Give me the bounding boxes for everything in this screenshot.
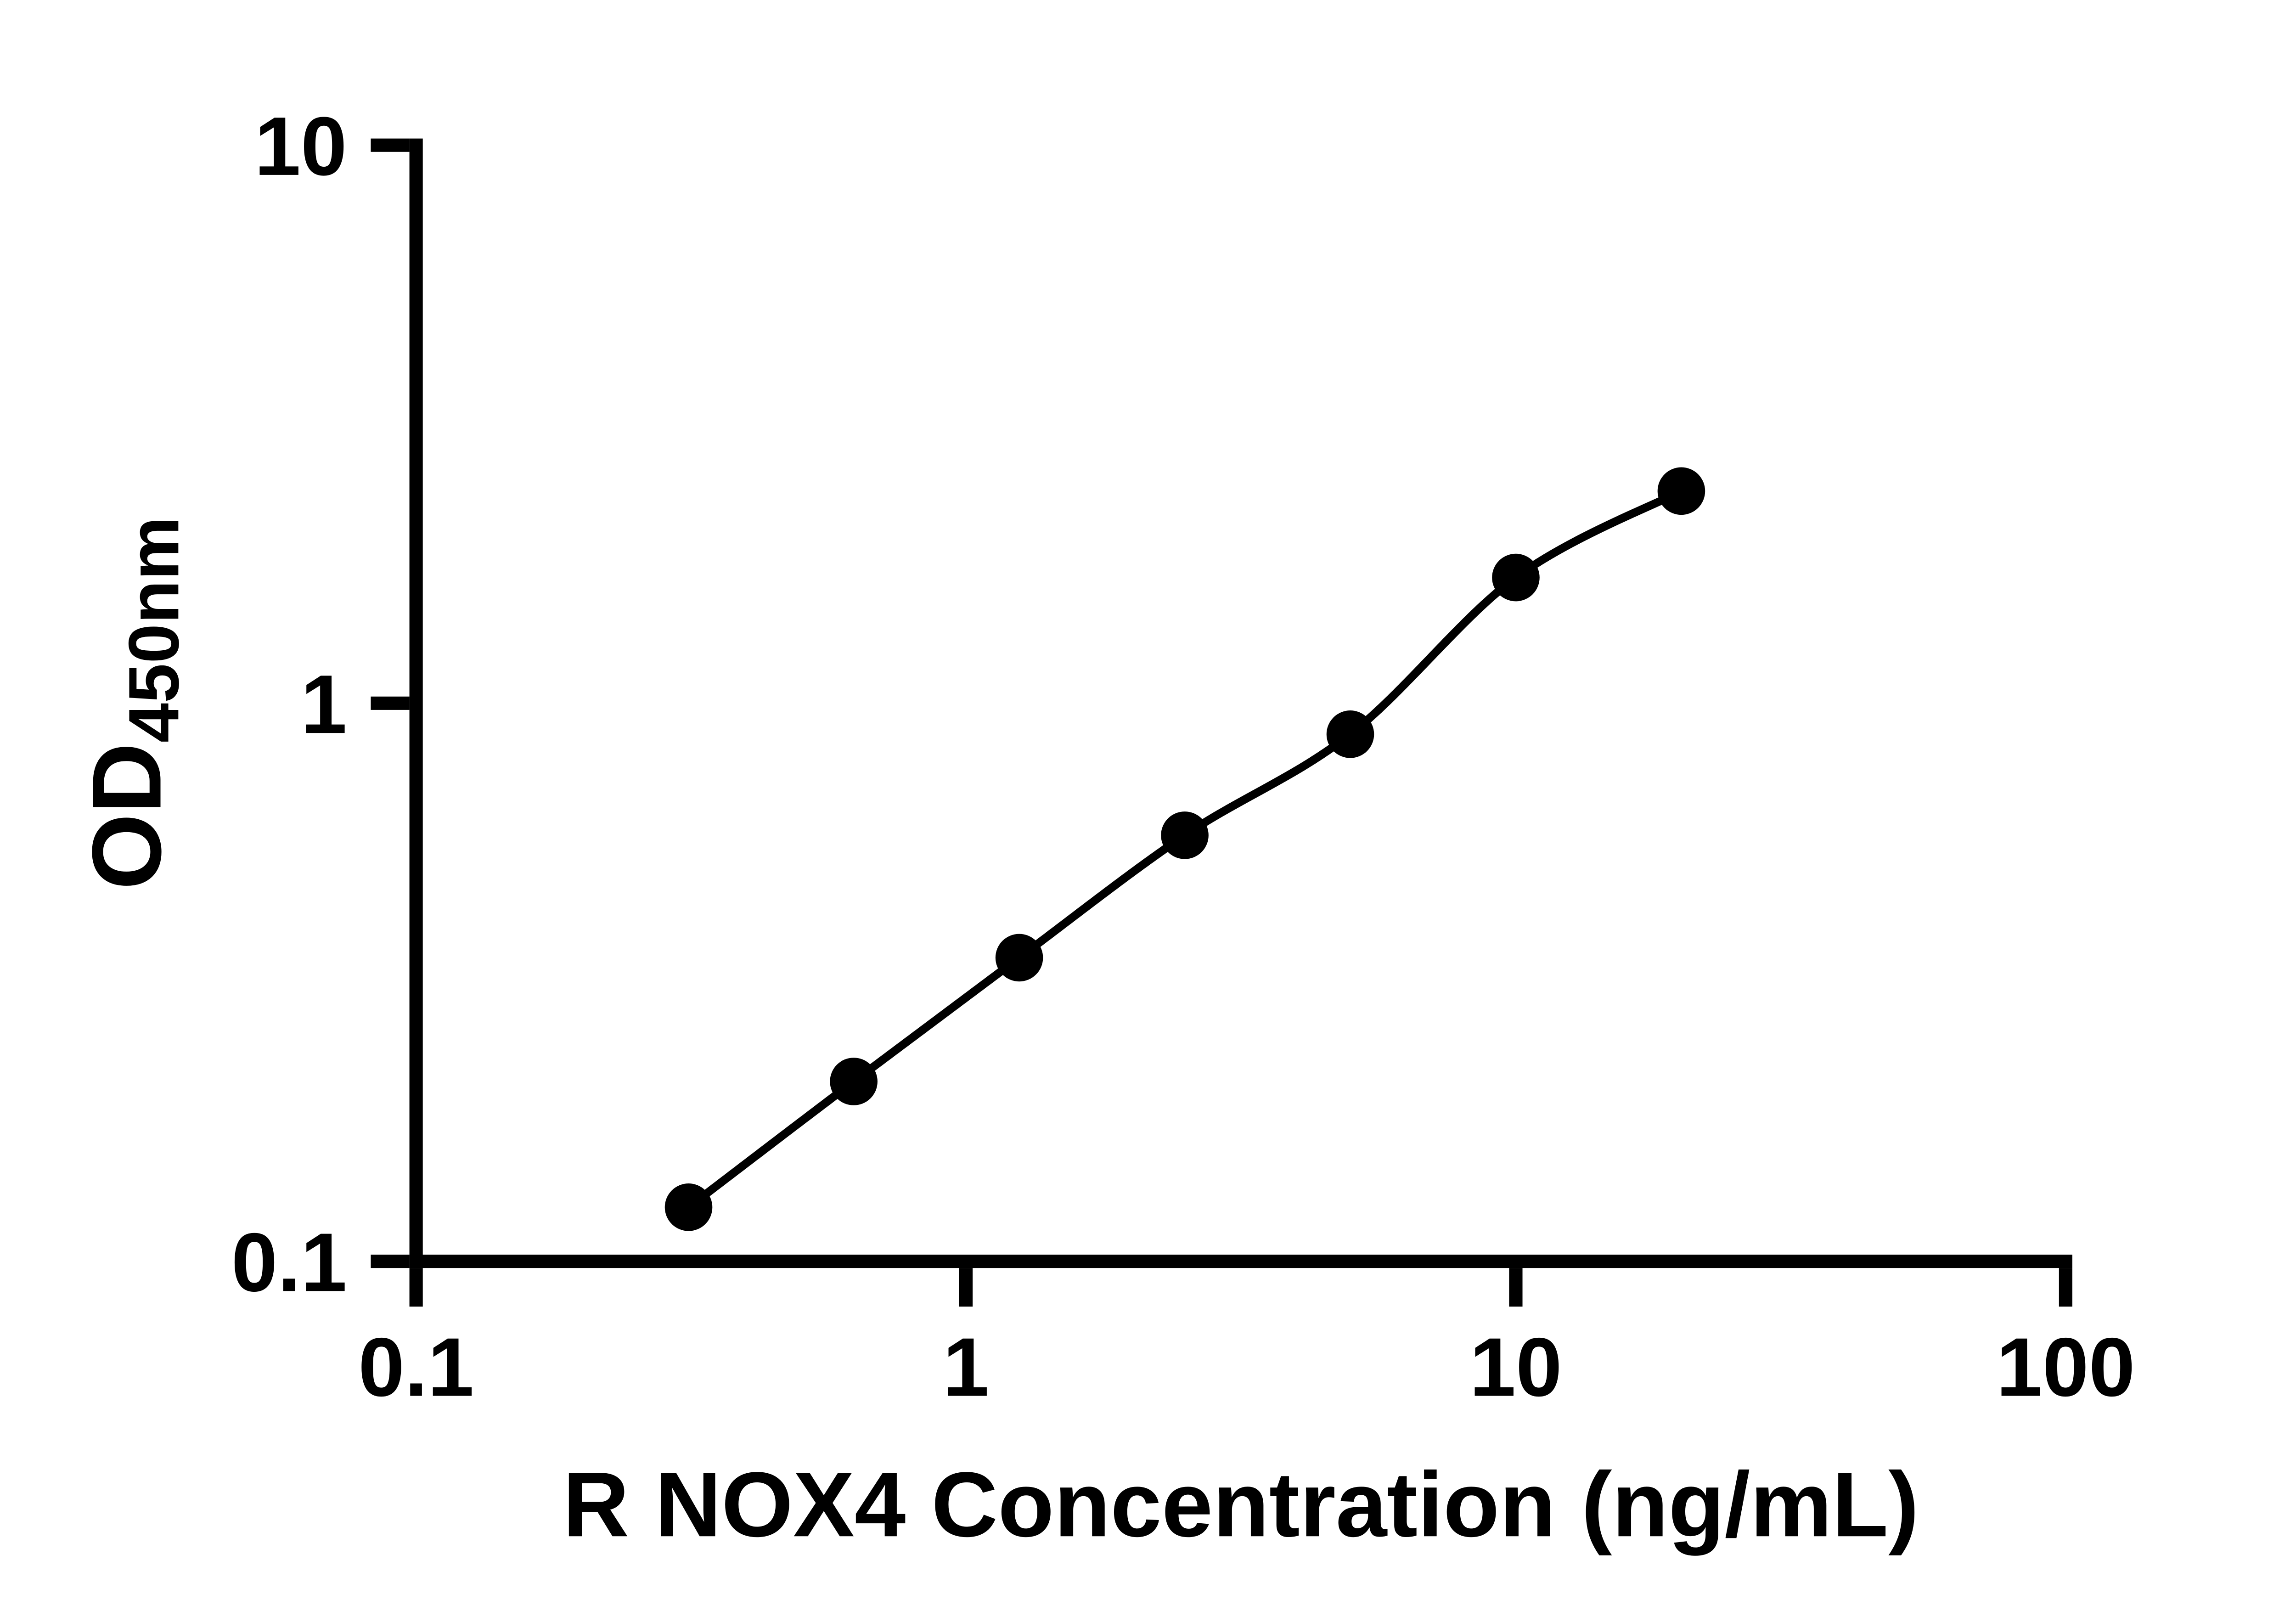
data-point [1161,811,1209,859]
y-tick-label: 10 [254,100,347,193]
data-point [664,1183,713,1231]
x-tick-label: 0.1 [358,1321,474,1414]
axis-spine [409,138,2072,1268]
data-point [995,934,1043,982]
x-axis-title: R NOX4 Concentration (ng/mL) [563,1453,1919,1556]
x-tick-label: 1 [943,1321,989,1414]
x-tick-label: 10 [1469,1321,1562,1414]
x-tick-label: 100 [1996,1321,2135,1414]
data-point [1326,710,1374,758]
data-point [1492,553,1540,602]
data-point [1657,467,1705,515]
y-tick-label: 0.1 [231,1216,347,1309]
y-axis-title: OD450nm [73,517,194,890]
y-tick-label: 1 [301,658,347,751]
data-point [830,1058,878,1105]
